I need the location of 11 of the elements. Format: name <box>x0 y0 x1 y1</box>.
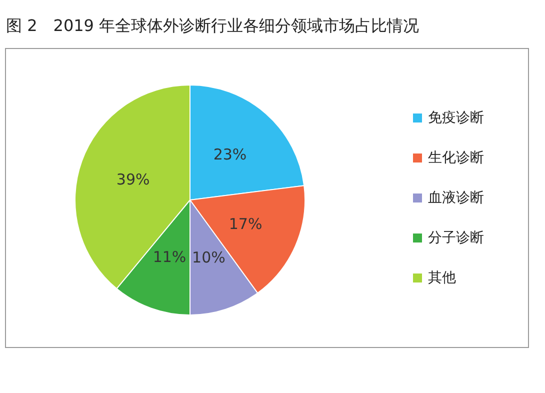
legend-label: 生化诊断 <box>428 150 484 166</box>
legend-label: 血液诊断 <box>428 190 484 206</box>
data-label: 10% <box>192 248 226 267</box>
data-label: 11% <box>152 248 186 266</box>
legend-label: 免疫诊断 <box>428 110 484 126</box>
legend-label: 其他 <box>428 270 456 286</box>
data-label: 17% <box>228 215 262 234</box>
data-label: 23% <box>213 146 247 164</box>
legend-label: 分子诊断 <box>428 230 484 246</box>
data-label: 39% <box>116 170 150 189</box>
chart-title: 图 2 2019 年全球体外诊断行业各细分领域市场占比情况 <box>6 16 420 37</box>
